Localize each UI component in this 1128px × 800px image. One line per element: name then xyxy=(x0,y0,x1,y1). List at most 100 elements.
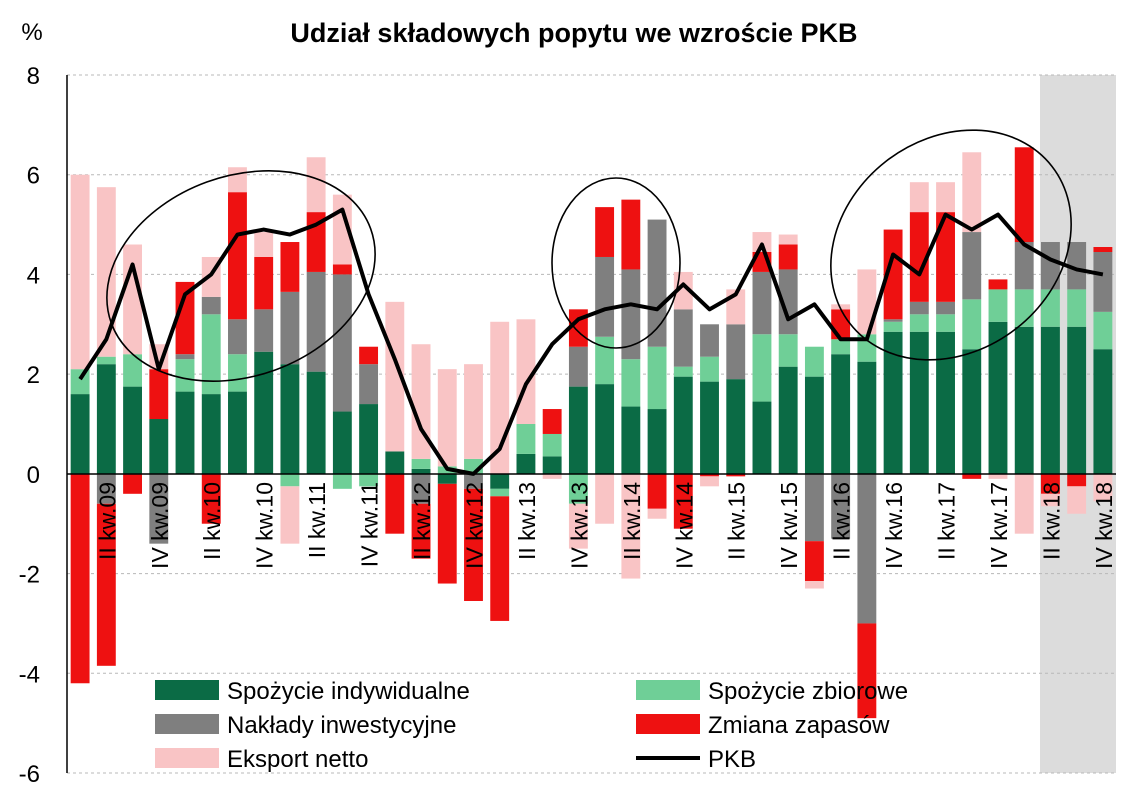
bar-segment xyxy=(464,488,483,601)
bar-segment xyxy=(385,473,405,534)
bar-segment xyxy=(831,354,851,474)
x-tick-label: IV kw.17 xyxy=(986,482,1012,569)
x-tick-label: IV kw.14 xyxy=(671,482,697,569)
y-tick-label: 6 xyxy=(27,163,40,190)
bar-segment xyxy=(254,232,274,257)
bar-segment xyxy=(621,406,641,474)
bar-segment xyxy=(96,356,116,365)
y-tick-label: 0 xyxy=(27,462,40,489)
bar-segment xyxy=(883,331,903,474)
bar-segment xyxy=(280,486,300,544)
bar-segment xyxy=(936,331,955,474)
bar-segment xyxy=(228,192,247,320)
stacked-bars xyxy=(70,147,1113,719)
y-tick-label: 4 xyxy=(27,262,40,289)
bar-segment xyxy=(149,369,169,420)
bar-segment xyxy=(1067,486,1087,514)
bar-segment xyxy=(385,301,405,452)
bar-segment xyxy=(621,473,641,579)
bar-segment xyxy=(752,401,772,474)
bar-segment xyxy=(1014,147,1034,243)
bar-segment xyxy=(936,182,955,213)
bar-segment xyxy=(332,473,352,489)
legend-label-zmiana-zapasow: Zmiana zapasów xyxy=(708,712,890,739)
bar-segment xyxy=(149,473,169,544)
bar-segment xyxy=(70,394,90,474)
bar-segment xyxy=(1014,473,1034,534)
bar-segment xyxy=(123,244,142,355)
x-tick-label: II kw.15 xyxy=(724,482,750,560)
bar-segment xyxy=(909,212,929,302)
legend-label-spozycie-indywidualne: Spożycie indywidualne xyxy=(227,678,470,705)
annotation-ellipse-2014 xyxy=(551,177,681,349)
bar-segment xyxy=(332,274,352,412)
legend-swatch-naklady-inwestycyjne xyxy=(155,714,219,734)
bar-segment xyxy=(962,232,982,300)
bar-segment xyxy=(201,296,221,315)
bar-segment xyxy=(962,299,982,350)
bar-segment xyxy=(988,289,1008,322)
bar-segment xyxy=(149,419,169,474)
bar-segment xyxy=(595,336,615,385)
bar-segment xyxy=(595,256,615,337)
bar-segment xyxy=(228,167,247,193)
bar-segment xyxy=(673,366,693,377)
bar-segment xyxy=(411,468,431,474)
bar-segment xyxy=(621,199,641,270)
bar-segment xyxy=(962,152,982,233)
bar-segment xyxy=(411,458,431,469)
bar-segment xyxy=(568,386,588,474)
x-tick-label: IV kw.10 xyxy=(252,482,278,569)
bar-segment xyxy=(700,324,719,357)
bar-segment xyxy=(201,473,221,524)
bar-segment xyxy=(804,473,824,542)
bar-segment xyxy=(700,381,719,474)
bar-segment xyxy=(647,473,667,509)
x-tick-label: IV kw.16 xyxy=(881,482,907,569)
bar-segment xyxy=(909,314,929,332)
bar-segment xyxy=(726,379,746,474)
bar-segment xyxy=(936,314,955,332)
x-tick-label: II kw.13 xyxy=(514,482,540,560)
bar-segment xyxy=(700,356,719,382)
bar-segment xyxy=(201,394,221,474)
bar-segment xyxy=(332,411,352,474)
bar-segment xyxy=(516,424,536,454)
bar-segment xyxy=(595,384,615,474)
pkb-line xyxy=(78,207,1104,476)
legend-swatch-spozycie-zbiorowe xyxy=(636,680,700,700)
bar-segment xyxy=(70,174,90,370)
bar-segment xyxy=(306,157,326,213)
bar-segment xyxy=(752,334,772,402)
bar-segment xyxy=(988,473,1008,479)
bar-segment xyxy=(254,351,274,474)
bar-segment xyxy=(647,219,667,347)
y-tick-label: -6 xyxy=(19,761,40,788)
bar-segment xyxy=(700,473,719,477)
bar-segment xyxy=(306,271,326,372)
bar-segment xyxy=(962,473,982,479)
bar-segment xyxy=(883,321,903,332)
bar-segment xyxy=(175,281,195,355)
bar-segment xyxy=(673,473,693,529)
bar-segment xyxy=(962,349,982,474)
bar-segment xyxy=(437,369,457,467)
bar-segment xyxy=(70,473,90,684)
bar-segment xyxy=(542,409,562,434)
chart-title: Udział składowych popytu we wzroście PKB xyxy=(290,18,857,48)
legend-label-naklady-inwestycyjne: Nakłady inwestycyjne xyxy=(227,712,456,739)
legend-swatch-zmiana-zapasow xyxy=(636,714,700,734)
bar-segment xyxy=(306,371,326,474)
bar-segment xyxy=(123,386,142,474)
bar-segment xyxy=(280,291,300,365)
bar-segment xyxy=(831,309,851,340)
bar-segment xyxy=(831,339,851,355)
y-tick-label: 2 xyxy=(27,362,40,389)
bar-segment xyxy=(437,473,457,484)
bar-segment xyxy=(123,354,142,387)
bar-segment xyxy=(857,361,877,474)
bar-segment xyxy=(490,488,510,497)
bar-segment xyxy=(228,354,247,392)
bar-segment xyxy=(778,366,798,474)
x-tick-label: II kw.14 xyxy=(619,482,645,560)
